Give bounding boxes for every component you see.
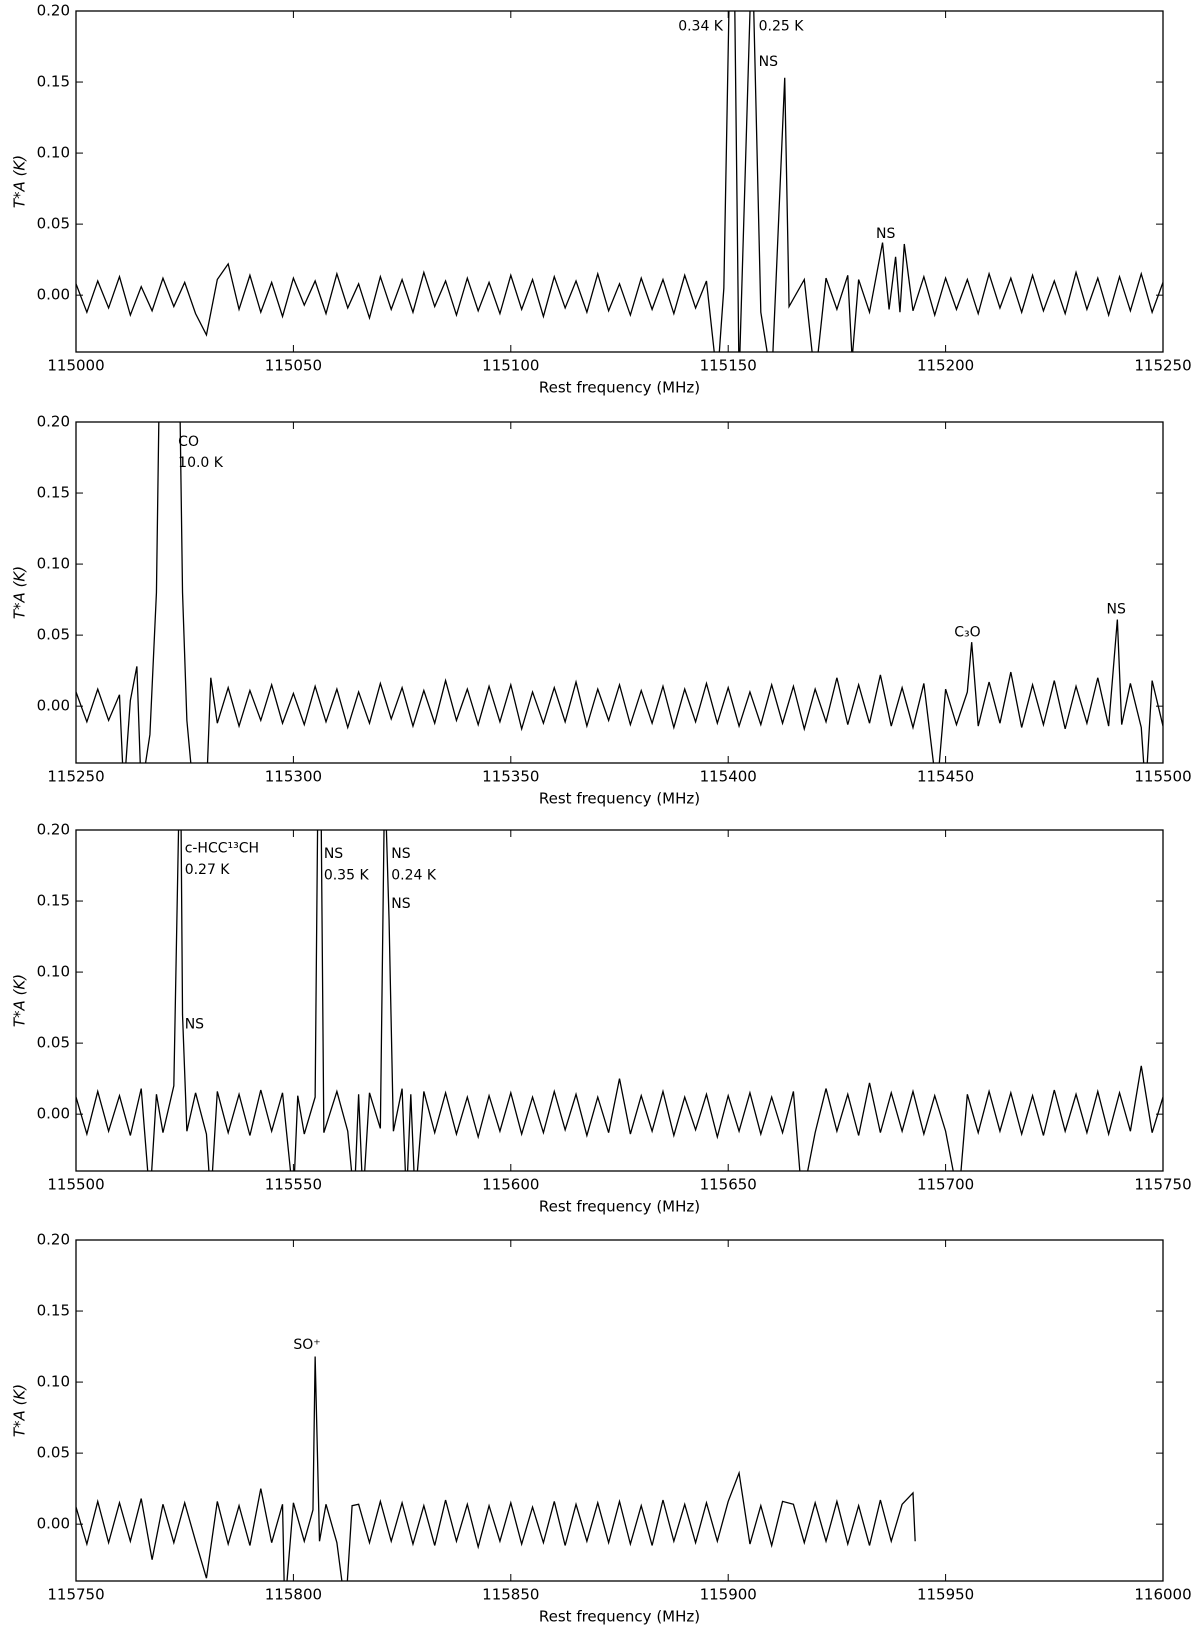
axes-frame — [75, 10, 1164, 353]
panel: 115250 115300 115350 115400 115450 115500 0.00… — [11, 413, 1192, 808]
y-tick-label: 0.15 — [37, 484, 70, 502]
annotation: 0.35 K — [324, 867, 370, 883]
y-tick-label: 0.10 — [37, 1373, 70, 1391]
annotation: NS — [759, 54, 778, 70]
x-tick-label: 115000 — [47, 357, 104, 375]
y-axis-label: T*A (K) — [11, 1384, 29, 1437]
y-tick-label: 0.15 — [37, 73, 70, 91]
x-tick-label: 115600 — [482, 1176, 539, 1194]
y-tick-label: 0.20 — [37, 821, 70, 839]
annotation: NS — [876, 226, 895, 242]
panel: 115500 115550 115600 115650 115700 115750 0.00… — [11, 821, 1192, 1216]
x-tick-label: 116000 — [1134, 1586, 1191, 1604]
x-tick-label: 115800 — [265, 1586, 322, 1604]
x-tick-label: 115650 — [700, 1176, 757, 1194]
y-tick-label: 0.20 — [37, 413, 70, 431]
x-tick-label: 115200 — [917, 357, 974, 375]
y-tick-label: 0.10 — [37, 963, 70, 981]
x-tick-label: 115350 — [482, 768, 539, 786]
annotation: c-HCC¹³CH — [185, 840, 259, 856]
x-tick-label: 115400 — [700, 768, 757, 786]
x-tick-label: 115950 — [917, 1586, 974, 1604]
y-tick-label: 0.05 — [37, 1444, 70, 1462]
annotation: 0.24 K — [391, 867, 437, 883]
y-tick-label: 0.05 — [37, 215, 70, 233]
spectrum-line — [76, 1356, 916, 1581]
x-tick-label: 115550 — [265, 1176, 322, 1194]
x-tick-label: 115250 — [1134, 357, 1191, 375]
x-tick-label: 115750 — [47, 1586, 104, 1604]
y-axis-label: T*A (K) — [11, 566, 29, 619]
axes-frame — [75, 1239, 1164, 1582]
y-tick-label: 0.00 — [37, 1515, 70, 1533]
x-tick-label: 115750 — [1134, 1176, 1191, 1194]
y-tick-label: 0.10 — [37, 555, 70, 573]
y-tick-label: 0.00 — [37, 697, 70, 715]
axes-frame — [75, 829, 1164, 1172]
x-tick-label: 115050 — [265, 357, 322, 375]
y-tick-label: 0.15 — [37, 892, 70, 910]
x-tick-label: 115500 — [47, 1176, 104, 1194]
annotation: 0.25 K — [759, 19, 805, 35]
x-tick-label: 115100 — [482, 357, 539, 375]
x-tick-label: 115150 — [700, 357, 757, 375]
spectrum-line — [76, 830, 1163, 1171]
spectrum-line — [76, 11, 1163, 352]
y-tick-label: 0.05 — [37, 626, 70, 644]
y-tick-label: 0.20 — [37, 1231, 70, 1249]
panel: 115000 115050 115100 115150 115200 115250 0.00… — [11, 2, 1192, 397]
x-tick-label: 115300 — [265, 768, 322, 786]
x-tick-label: 115250 — [47, 768, 104, 786]
annotation: NS — [324, 846, 343, 862]
annotation: C₃O — [954, 624, 980, 640]
annotation: NS — [391, 896, 410, 912]
x-tick-label: 115900 — [700, 1586, 757, 1604]
annotation: NS — [1106, 602, 1125, 618]
annotation: NS — [185, 1017, 204, 1033]
x-tick-label: 115850 — [482, 1586, 539, 1604]
x-axis-label: Rest frequency (MHz) — [539, 1608, 700, 1626]
annotation: NS — [391, 846, 410, 862]
y-tick-label: 0.20 — [37, 2, 70, 20]
y-tick-label: 0.10 — [37, 144, 70, 162]
x-axis-label: Rest frequency (MHz) — [539, 790, 700, 808]
y-tick-label: 0.00 — [37, 286, 70, 304]
x-axis-label: Rest frequency (MHz) — [539, 379, 700, 397]
panel: 115750 115800 115850 115900 115950 116000 0.00… — [11, 1231, 1192, 1626]
x-tick-label: 115450 — [917, 768, 974, 786]
x-tick-label: 115700 — [917, 1176, 974, 1194]
y-tick-label: 0.00 — [37, 1105, 70, 1123]
x-tick-label: 115500 — [1134, 768, 1191, 786]
y-axis-label: T*A (K) — [11, 155, 29, 208]
y-tick-label: 0.05 — [37, 1034, 70, 1052]
annotation: 10.0 K — [178, 455, 224, 471]
annotation: CO — [178, 434, 199, 450]
annotation: 0.34 K — [678, 19, 724, 35]
spectrum-line — [76, 422, 1163, 763]
x-axis-label: Rest frequency (MHz) — [539, 1198, 700, 1216]
annotation: 0.27 K — [185, 862, 231, 878]
axes-frame — [75, 421, 1164, 764]
y-tick-label: 0.15 — [37, 1302, 70, 1320]
annotation: SO⁺ — [293, 1337, 320, 1353]
y-axis-label: T*A (K) — [11, 974, 29, 1027]
